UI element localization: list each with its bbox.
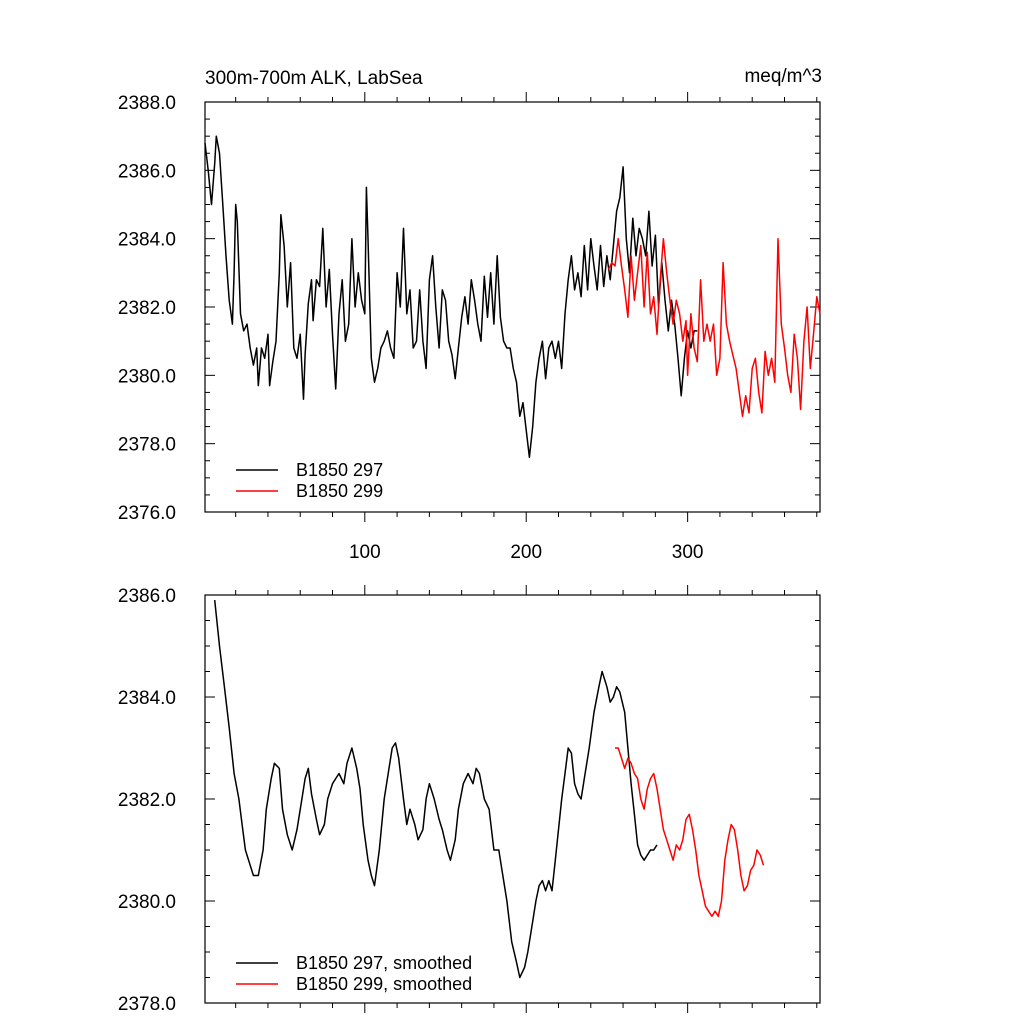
plot-frame	[204, 594, 821, 1004]
y-tick-label: 2382.0	[118, 790, 176, 811]
bottom-line-chart: 2378.0 2380.0 2382.0 2384.0 2386.0 B1850 297,…	[118, 585, 821, 1015]
series-line-2	[607, 237, 821, 418]
series-line-1	[204, 135, 698, 459]
y-tick-label: 2388.0	[118, 93, 176, 114]
y-tick-label: 2376.0	[118, 503, 176, 524]
x-tick-label: 200	[510, 542, 542, 563]
series-line-1	[213, 600, 658, 979]
units-label: meq/m^3	[744, 66, 822, 87]
plot-frame	[204, 101, 821, 513]
series-line-2	[615, 747, 765, 918]
x-tick-label: 300	[672, 542, 704, 563]
x-tick-label: 100	[349, 542, 381, 563]
y-tick-label: 2386.0	[118, 586, 176, 607]
legend-label: B1850 299, smoothed	[296, 974, 472, 994]
legend-label: B1850 297	[296, 460, 383, 480]
chart-title: 300m-700m ALK, LabSea	[205, 68, 423, 89]
y-tick-label: 2384.0	[118, 688, 176, 709]
y-tick-label: 2380.0	[118, 892, 176, 913]
y-tick-label: 2378.0	[118, 994, 176, 1015]
y-tick-label: 2384.0	[118, 230, 176, 251]
y-tick-label: 2386.0	[118, 161, 176, 182]
legend-label: B1850 299	[296, 481, 383, 501]
legend-label: B1850 297, smoothed	[296, 953, 472, 973]
y-tick-label: 2380.0	[118, 366, 176, 387]
y-tick-label: 2382.0	[118, 298, 176, 319]
y-tick-label: 2378.0	[118, 435, 176, 456]
top-line-chart: 300m-700m ALK, LabSea meq/m^3 2376.0 2378…	[118, 66, 822, 563]
